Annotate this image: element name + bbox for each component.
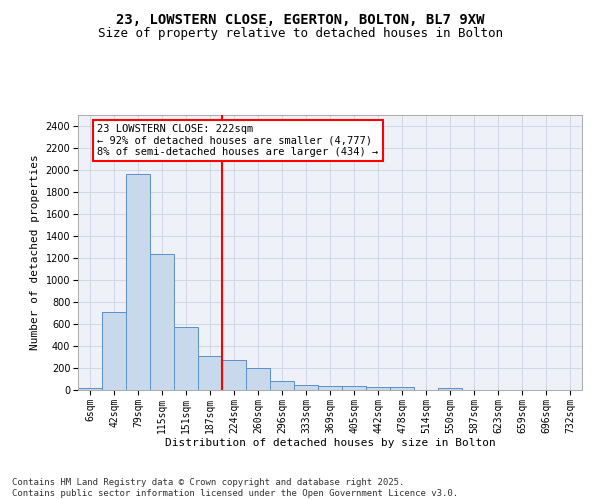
- Text: 23 LOWSTERN CLOSE: 222sqm
← 92% of detached houses are smaller (4,777)
8% of sem: 23 LOWSTERN CLOSE: 222sqm ← 92% of detac…: [97, 124, 379, 157]
- Text: Contains HM Land Registry data © Crown copyright and database right 2025.
Contai: Contains HM Land Registry data © Crown c…: [12, 478, 458, 498]
- Bar: [318, 386, 342, 390]
- Bar: [78, 388, 102, 390]
- Y-axis label: Number of detached properties: Number of detached properties: [30, 154, 40, 350]
- Bar: [174, 327, 198, 390]
- Bar: [126, 174, 150, 390]
- Bar: [198, 356, 222, 390]
- Bar: [246, 368, 270, 390]
- Bar: [150, 254, 174, 390]
- Bar: [270, 380, 294, 390]
- Bar: [390, 387, 414, 390]
- Text: Size of property relative to detached houses in Bolton: Size of property relative to detached ho…: [97, 28, 503, 40]
- Text: 23, LOWSTERN CLOSE, EGERTON, BOLTON, BL7 9XW: 23, LOWSTERN CLOSE, EGERTON, BOLTON, BL7…: [116, 12, 484, 26]
- Bar: [102, 312, 126, 390]
- Bar: [342, 386, 366, 390]
- Bar: [438, 388, 462, 390]
- Bar: [366, 386, 390, 390]
- Bar: [222, 360, 246, 390]
- Bar: [294, 384, 318, 390]
- X-axis label: Distribution of detached houses by size in Bolton: Distribution of detached houses by size …: [164, 438, 496, 448]
